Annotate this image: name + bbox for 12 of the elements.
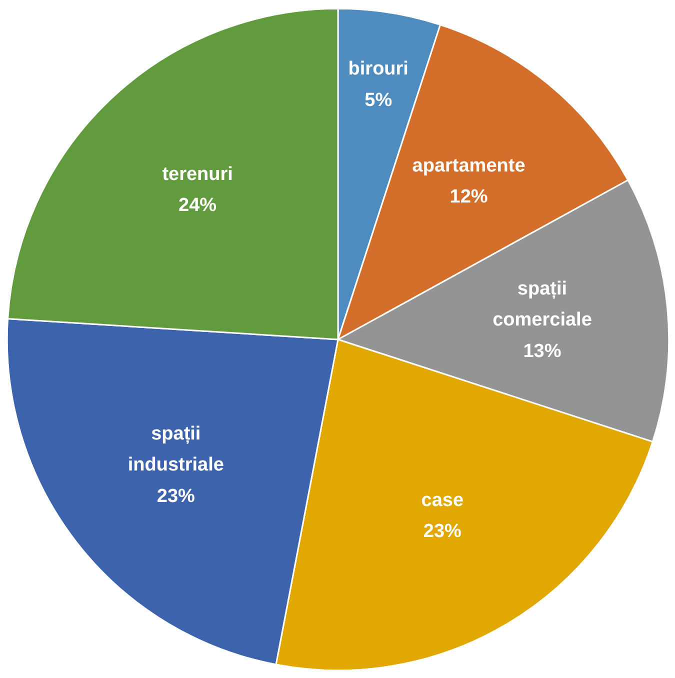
slice-label: terenuri <box>162 164 233 185</box>
data-label: 12% <box>450 186 488 208</box>
slice-label: birouri <box>348 58 408 80</box>
data-label: 24% <box>178 195 217 216</box>
slice-label: spații comerciale <box>492 278 592 331</box>
data-label: 5% <box>364 90 392 111</box>
data-label: 23% <box>156 486 196 508</box>
data-label: 13% <box>523 341 562 362</box>
slice-label: spații industriale <box>128 423 224 476</box>
data-label: 23% <box>423 521 462 542</box>
slice-label: apartamente <box>412 155 526 176</box>
slice-label: case <box>421 490 464 511</box>
